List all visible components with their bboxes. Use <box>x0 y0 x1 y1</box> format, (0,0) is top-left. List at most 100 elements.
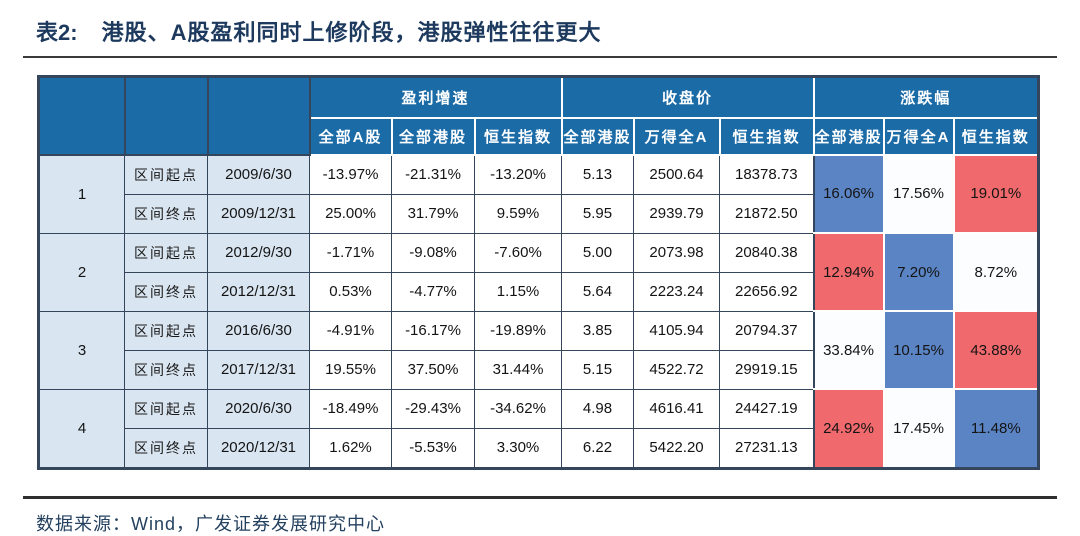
header-group-closing-price: 收盘价 <box>560 75 815 119</box>
cell-earnings-growth: -9.08% <box>391 232 475 273</box>
cell-group-id: 3 <box>38 310 125 390</box>
cell-closing-price: 2073.98 <box>633 232 721 273</box>
cell-change-pct: 12.94% <box>812 232 885 312</box>
table-number: 表2: <box>36 20 78 45</box>
header-blank-group-col <box>37 75 126 156</box>
cell-earnings-growth: 37.50% <box>391 349 475 390</box>
cell-change-pct: 17.56% <box>882 153 955 234</box>
cell-closing-price: 4105.94 <box>633 310 721 351</box>
cell-earnings-growth: -4.91% <box>309 310 392 351</box>
cell-earnings-growth: 0.53% <box>309 271 392 312</box>
table-title: 表2: 港股、A股盈利同时上修阶段，港股弹性往往更大 <box>0 0 1080 47</box>
table-row-group4-end: 区间终点 2020/12/31 1.62% -5.53% 3.30% 6.22 5422.2… <box>39 427 1039 469</box>
cell-closing-price: 2500.64 <box>633 154 721 195</box>
cell-closing-price: 3.85 <box>561 310 635 351</box>
cell-closing-price: 20840.38 <box>719 232 815 273</box>
data-source: 数据来源：Wind，广发证券发展研究中心 <box>36 513 386 534</box>
cell-closing-price: 18378.73 <box>719 154 815 195</box>
header-change-wind-all-a: 万得全A <box>882 116 955 156</box>
cell-closing-price: 5422.20 <box>633 427 721 469</box>
cell-closing-price: 5.95 <box>561 193 635 234</box>
cell-earnings-growth: -29.43% <box>391 388 475 429</box>
header-sub-row: 全部A股 全部港股 恒生指数 全部港股 万得全A 恒生指数 全部港股 万得全A … <box>39 116 1040 156</box>
cell-group-id: 2 <box>38 232 125 312</box>
cell-row-label: 区间起点 <box>124 388 208 429</box>
cell-change-pct: 7.20% <box>882 232 955 312</box>
cell-date: 2009/6/30 <box>207 154 310 195</box>
cell-date: 2017/12/31 <box>207 349 310 390</box>
cell-change-pct: 33.84% <box>812 310 885 390</box>
cell-earnings-growth: -34.62% <box>473 388 563 429</box>
cell-date: 2009/12/31 <box>207 193 310 234</box>
cell-earnings-growth: -19.89% <box>473 310 563 351</box>
cell-group-id: 4 <box>38 388 125 469</box>
cell-date: 2016/6/30 <box>207 310 310 351</box>
cell-earnings-growth: 9.59% <box>473 193 563 234</box>
header-blank-label-col <box>123 75 209 156</box>
cell-earnings-growth: -1.71% <box>309 232 392 273</box>
table-row-group1-start: 1 区间起点 2009/6/30 -13.97% -21.31% -13.20% 5.13 2… <box>38 153 1040 234</box>
cell-closing-price: 29919.15 <box>719 349 815 390</box>
cell-earnings-growth: -7.60% <box>473 232 563 273</box>
cell-closing-price: 27231.13 <box>719 427 815 469</box>
table-row-group4-start: 4 区间起点 2020/6/30 -18.49% -29.43% -34.62% 4.98 4… <box>38 388 1040 469</box>
cell-row-label: 区间终点 <box>124 271 208 312</box>
cell-change-pct: 11.48% <box>952 388 1040 469</box>
cell-earnings-growth: -18.49% <box>309 388 392 429</box>
cell-closing-price: 5.64 <box>561 271 635 312</box>
cell-closing-price: 4.98 <box>561 388 635 429</box>
cell-closing-price: 2939.79 <box>633 193 721 234</box>
header-close-hsi: 恒生指数 <box>718 116 815 156</box>
cell-date: 2012/12/31 <box>207 271 310 312</box>
cell-closing-price: 20794.37 <box>719 310 815 351</box>
cell-earnings-growth: 31.44% <box>473 349 563 390</box>
cell-row-label: 区间终点 <box>124 427 208 469</box>
cell-change-pct: 16.06% <box>812 153 885 234</box>
cell-closing-price: 6.22 <box>561 427 635 469</box>
header-blank-date-col <box>206 75 311 156</box>
header-group-earnings-growth: 盈利增速 <box>308 75 563 119</box>
cell-earnings-growth: 1.62% <box>309 427 392 469</box>
cell-closing-price: 5.15 <box>561 349 635 390</box>
table-row-group3-start: 3 区间起点 2016/6/30 -4.91% -16.17% -19.89% 3.85 41… <box>38 310 1040 390</box>
cell-change-pct: 24.92% <box>812 388 885 469</box>
cell-change-pct: 43.88% <box>952 310 1040 390</box>
cell-date: 2020/6/30 <box>207 388 310 429</box>
cell-closing-price: 5.13 <box>561 154 635 195</box>
cell-closing-price: 24427.19 <box>719 388 815 429</box>
header-close-wind-all-a: 万得全A <box>632 116 721 156</box>
header-earnings-all-hk: 全部港股 <box>390 116 476 156</box>
cell-earnings-growth: -4.77% <box>391 271 475 312</box>
cell-earnings-growth: -21.31% <box>391 154 475 195</box>
data-table: 盈利增速 收盘价 涨跌幅 全部A股 全部港股 恒生指数 全部港股 万得全A 恒生… <box>37 75 1041 470</box>
cell-change-pct: 8.72% <box>952 232 1040 312</box>
header-earnings-all-a: 全部A股 <box>308 116 393 156</box>
table-title-text: 港股、A股盈利同时上修阶段，港股弹性往往更大 <box>101 20 602 45</box>
cell-change-pct: 17.45% <box>882 388 955 469</box>
cell-date: 2012/9/30 <box>207 232 310 273</box>
cell-row-label: 区间起点 <box>124 154 208 195</box>
table-row-group3-end: 区间终点 2017/12/31 19.55% 37.50% 31.44% 5.15 4522… <box>39 349 1039 390</box>
cell-closing-price: 5.00 <box>561 232 635 273</box>
cell-closing-price: 4522.72 <box>633 349 721 390</box>
cell-group-id: 1 <box>38 154 125 234</box>
cell-row-label: 区间起点 <box>124 310 208 351</box>
title-divider <box>23 56 1057 58</box>
header-earnings-hsi: 恒生指数 <box>473 116 563 156</box>
cell-closing-price: 4616.41 <box>633 388 721 429</box>
cell-earnings-growth: 1.15% <box>473 271 563 312</box>
cell-row-label: 区间起点 <box>124 232 208 273</box>
cell-earnings-growth: -13.97% <box>309 154 392 195</box>
cell-date: 2020/12/31 <box>207 427 310 469</box>
cell-change-pct: 19.01% <box>952 153 1040 234</box>
cell-row-label: 区间终点 <box>124 193 208 234</box>
cell-earnings-growth: 25.00% <box>309 193 392 234</box>
footer-divider <box>23 495 1057 499</box>
header-group-change-pct: 涨跌幅 <box>812 75 1040 119</box>
table-row-group1-end: 区间终点 2009/12/31 25.00% 31.79% 9.59% 5.95 2939.… <box>39 193 1039 234</box>
header-group-row: 盈利增速 收盘价 涨跌幅 <box>37 75 1040 156</box>
cell-row-label: 区间终点 <box>124 349 208 390</box>
table-row-group2-start: 2 区间起点 2012/9/30 -1.71% -9.08% -7.60% 5.00 2073… <box>38 232 1040 312</box>
cell-closing-price: 21872.50 <box>719 193 815 234</box>
header-change-hsi: 恒生指数 <box>952 116 1040 156</box>
